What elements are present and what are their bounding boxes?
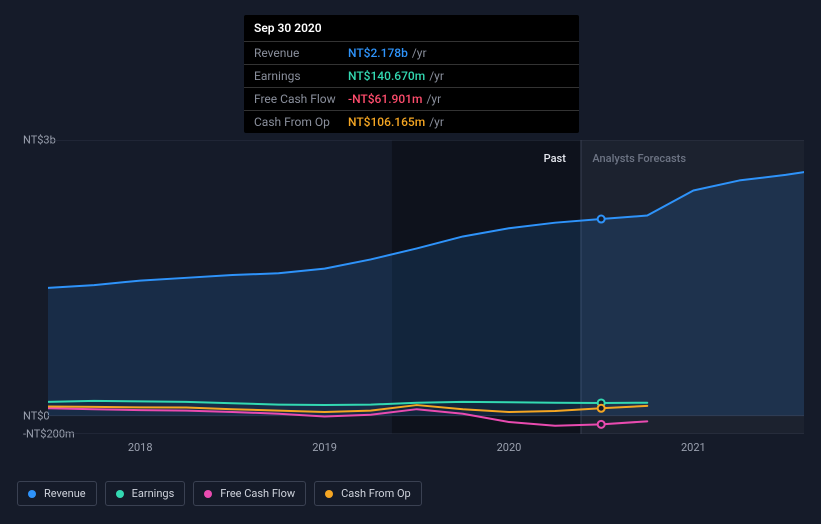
legend-dot-icon [325, 490, 333, 498]
legend-label: Free Cash Flow [220, 487, 295, 500]
legend-item-free-cash-flow[interactable]: Free Cash Flow [193, 481, 306, 506]
legend-dot-icon [28, 490, 36, 498]
tooltip-metric-label: Revenue [254, 46, 348, 60]
legend-dot-icon [116, 490, 124, 498]
tooltip-row: Free Cash Flow-NT$61.901m/yr [244, 88, 579, 111]
chart-legend: Revenue Earnings Free Cash Flow Cash From O… [17, 481, 422, 506]
tooltip-metric-value: NT$106.165m [348, 115, 425, 129]
tooltip-row: RevenueNT$2.178b/yr [244, 42, 579, 65]
tooltip-row: Cash From OpNT$106.165m/yr [244, 111, 579, 133]
tooltip-metric-label: Free Cash Flow [254, 92, 348, 106]
legend-label: Cash From Op [341, 487, 411, 500]
legend-dot-icon [204, 490, 212, 498]
tooltip-metric-value: NT$140.670m [348, 69, 425, 83]
chart-tooltip: Sep 30 2020 RevenueNT$2.178b/yrEarningsN… [244, 15, 579, 133]
legend-item-earnings[interactable]: Earnings [105, 481, 186, 506]
tooltip-metric-unit: /yr [429, 115, 444, 129]
tooltip-metric-unit: /yr [429, 69, 444, 83]
x-axis-label: 2018 [128, 441, 153, 454]
tooltip-metric-label: Cash From Op [254, 115, 348, 129]
y-axis-label: NT$0 [23, 409, 50, 422]
legend-label: Earnings [132, 487, 175, 500]
x-axis-label: 2020 [497, 441, 522, 454]
x-axis-label: 2021 [681, 441, 706, 454]
tooltip-row: EarningsNT$140.670m/yr [244, 65, 579, 88]
region-label-past: Past [544, 152, 566, 165]
chart-container: NT$3bNT$0-NT$200m Past Analysts Forecast… [17, 120, 804, 464]
tooltip-metric-value: NT$2.178b [348, 46, 408, 60]
chart-svg [48, 140, 804, 434]
tooltip-metric-value: -NT$61.901m [348, 92, 422, 106]
tooltip-metric-unit: /yr [426, 92, 441, 106]
tooltip-metric-label: Earnings [254, 69, 348, 83]
tooltip-date: Sep 30 2020 [244, 15, 579, 42]
chart-plot[interactable]: Past Analysts Forecasts [48, 140, 804, 434]
legend-label: Revenue [44, 487, 86, 500]
region-label-forecast: Analysts Forecasts [592, 152, 686, 165]
legend-item-cash-from-op[interactable]: Cash From Op [314, 481, 422, 506]
legend-item-revenue[interactable]: Revenue [17, 481, 97, 506]
x-axis-label: 2019 [312, 441, 337, 454]
tooltip-metric-unit: /yr [412, 46, 427, 60]
